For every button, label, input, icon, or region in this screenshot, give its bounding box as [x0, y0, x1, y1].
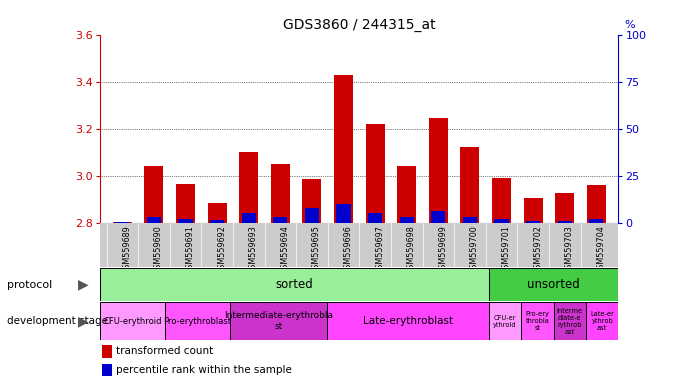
- Text: percentile rank within the sample: percentile rank within the sample: [116, 365, 292, 375]
- Text: GSM559703: GSM559703: [565, 225, 574, 274]
- Text: Late-er
ythrob
ast: Late-er ythrob ast: [590, 311, 614, 331]
- Bar: [242, 214, 256, 223]
- Bar: [305, 208, 319, 223]
- Text: Pro-ery
throbla
st: Pro-ery throbla st: [526, 311, 549, 331]
- Text: GSM559700: GSM559700: [470, 225, 479, 274]
- Bar: [492, 178, 511, 223]
- Bar: [399, 217, 414, 223]
- Bar: [526, 221, 540, 223]
- Bar: [489, 302, 521, 340]
- Bar: [397, 166, 416, 223]
- Text: GSM559692: GSM559692: [217, 225, 226, 274]
- Text: CFU-er
ythroid: CFU-er ythroid: [493, 314, 517, 328]
- Bar: [146, 217, 161, 223]
- Bar: [431, 212, 446, 223]
- Bar: [102, 364, 112, 376]
- Bar: [115, 222, 129, 223]
- Bar: [337, 204, 350, 223]
- Bar: [334, 74, 353, 223]
- Bar: [327, 302, 489, 340]
- Text: Late-erythroblast: Late-erythroblast: [363, 316, 453, 326]
- Bar: [165, 302, 229, 340]
- Bar: [429, 118, 448, 223]
- Text: GSM559693: GSM559693: [249, 225, 258, 274]
- Bar: [144, 166, 163, 223]
- Text: GSM559689: GSM559689: [122, 225, 131, 274]
- Text: GSM559694: GSM559694: [281, 225, 290, 274]
- Bar: [303, 179, 321, 223]
- Bar: [366, 124, 385, 223]
- Text: transformed count: transformed count: [116, 346, 213, 356]
- Bar: [100, 302, 165, 340]
- Bar: [368, 214, 382, 223]
- Text: GSM559701: GSM559701: [502, 225, 511, 274]
- Text: %: %: [624, 20, 634, 30]
- Text: GSM559691: GSM559691: [185, 225, 195, 274]
- Text: GSM559697: GSM559697: [375, 225, 384, 274]
- Bar: [495, 219, 509, 223]
- Text: Intermediate-erythrobla
st: Intermediate-erythrobla st: [224, 311, 333, 331]
- Text: protocol: protocol: [7, 280, 52, 290]
- Title: GDS3860 / 244315_at: GDS3860 / 244315_at: [283, 18, 435, 32]
- Text: GSM559698: GSM559698: [407, 225, 416, 274]
- Bar: [589, 219, 603, 223]
- Bar: [271, 164, 290, 223]
- Bar: [207, 203, 227, 223]
- Text: ▶: ▶: [77, 314, 88, 328]
- Bar: [113, 222, 132, 223]
- Bar: [489, 268, 618, 301]
- Bar: [524, 198, 542, 223]
- Bar: [102, 345, 112, 358]
- Text: GSM559704: GSM559704: [596, 225, 605, 274]
- Bar: [178, 219, 193, 223]
- Bar: [587, 185, 606, 223]
- Bar: [176, 184, 195, 223]
- Text: ▶: ▶: [77, 278, 88, 291]
- Text: Pro-erythroblast: Pro-erythroblast: [163, 316, 231, 326]
- Bar: [586, 302, 618, 340]
- Text: GSM559696: GSM559696: [343, 225, 352, 274]
- Text: GSM559699: GSM559699: [438, 225, 447, 274]
- Text: Interme
diate-e
rythrob
ast: Interme diate-e rythrob ast: [557, 308, 583, 334]
- Bar: [553, 302, 586, 340]
- Text: GSM559690: GSM559690: [154, 225, 163, 274]
- Text: development stage: development stage: [7, 316, 108, 326]
- Text: GSM559695: GSM559695: [312, 225, 321, 274]
- Bar: [239, 152, 258, 223]
- Bar: [521, 302, 553, 340]
- Text: CFU-erythroid: CFU-erythroid: [104, 316, 162, 326]
- Bar: [463, 217, 477, 223]
- Bar: [229, 302, 327, 340]
- Bar: [460, 147, 480, 223]
- Bar: [558, 221, 572, 223]
- Bar: [100, 268, 489, 301]
- Text: unsorted: unsorted: [527, 278, 580, 291]
- Text: sorted: sorted: [276, 278, 314, 291]
- Bar: [273, 217, 287, 223]
- Bar: [210, 220, 224, 223]
- Bar: [556, 193, 574, 223]
- Text: GSM559702: GSM559702: [533, 225, 542, 274]
